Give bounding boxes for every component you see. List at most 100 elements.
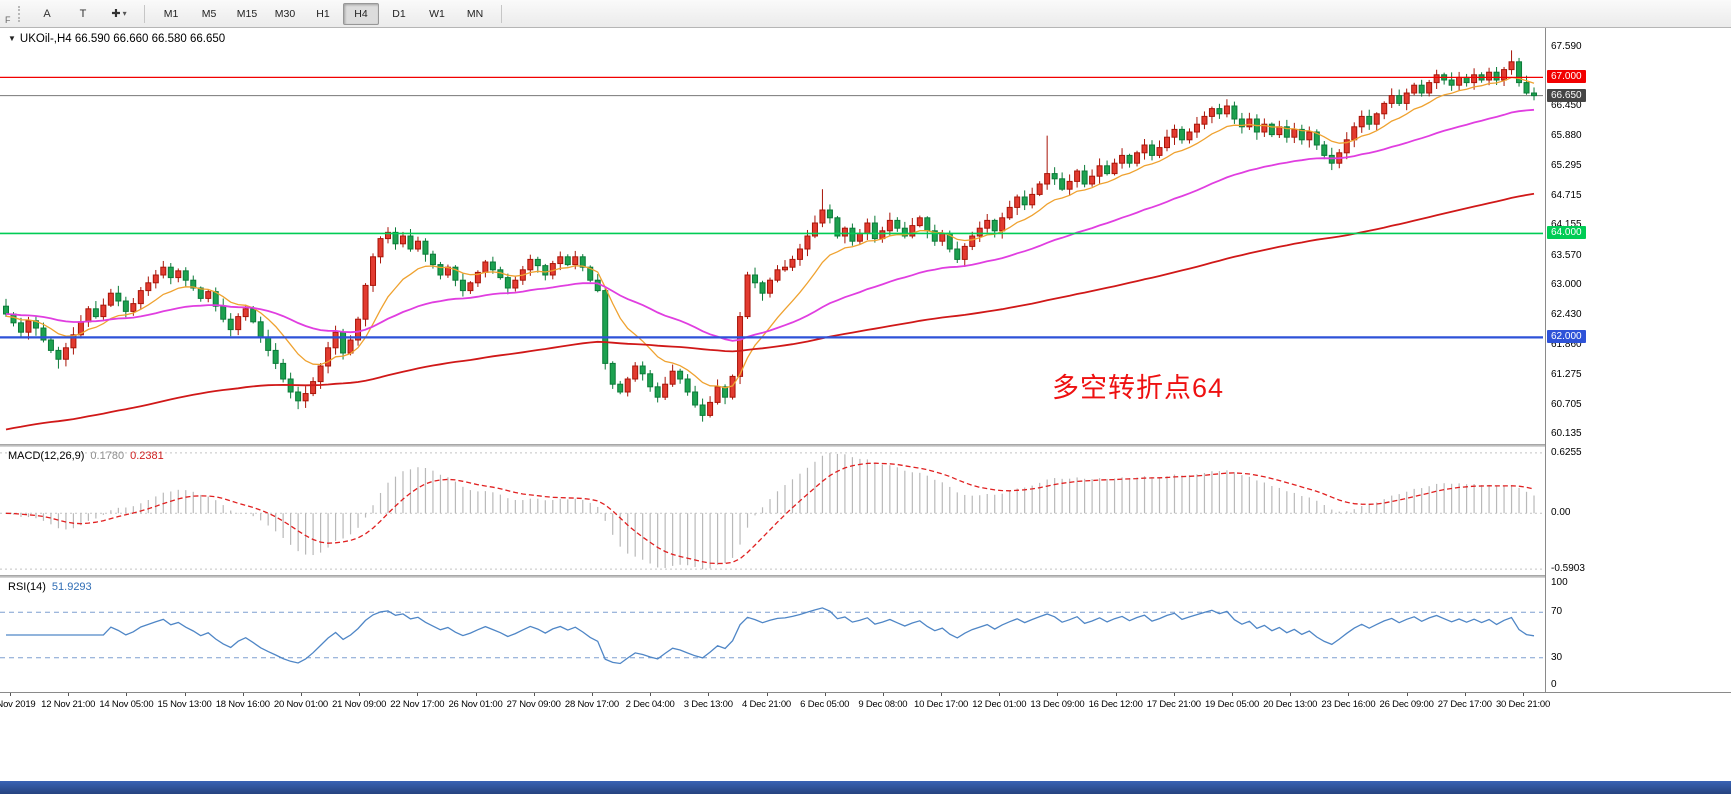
time-axis-label: 6 Dec 05:00 [800, 699, 850, 710]
tool-button-group: A T ✚ ▾ [29, 3, 137, 25]
macd-axis-label: 0.00 [1551, 507, 1571, 519]
pointer-tool-button[interactable]: A [43, 7, 51, 20]
rsi-axis-label: 100 [1551, 577, 1568, 588]
macd-main-value: 0.1780 [90, 450, 125, 462]
rsi-panel[interactable] [0, 578, 1545, 692]
time-axis-label: 19 Dec 05:00 [1204, 699, 1260, 710]
time-axis-label: 15 Nov 13:00 [157, 699, 212, 710]
price-tick-label: 65.295 [1551, 160, 1582, 172]
time-axis-tick [766, 693, 768, 696]
time-axis-tick [184, 693, 186, 696]
macd-signal-value: 0.2381 [130, 450, 164, 462]
time-axis-tick [650, 693, 652, 696]
time-axis-label: 12 Nov 21:00 [41, 699, 96, 710]
chart-title: ▼ UKOil-,H4 66.590 66.660 66.580 66.650 [8, 33, 226, 45]
time-axis-label: 27 Nov 09:00 [506, 699, 561, 710]
chart-annotation: 多空转折点64 [1052, 373, 1225, 403]
toolbar-separator [144, 4, 145, 23]
toolbar-drag-handle[interactable] [18, 5, 23, 22]
price-chart-svg[interactable] [0, 28, 1545, 444]
time-axis-label: 26 Dec 09:00 [1379, 699, 1434, 710]
panel-splitter[interactable] [0, 444, 1731, 447]
macd-axis-label: 0.6255 [1551, 446, 1582, 458]
time-axis-tick [591, 693, 593, 696]
time-axis-label: 18 Nov 16:00 [215, 699, 270, 710]
price-tick-label: 65.880 [1551, 129, 1582, 141]
price-tick-label: 60.705 [1551, 398, 1582, 410]
time-axis-label: 22 Nov 17:00 [390, 699, 445, 710]
timeframe-button-w1[interactable]: W1 [429, 7, 445, 20]
timeframe-button-group: M1 M5 M15 M30 H1 H4 D1 W1 MN [152, 2, 494, 25]
time-axis-tick [533, 693, 535, 696]
axis-separator [1545, 28, 1546, 716]
price-tick-label: 64.155 [1551, 219, 1582, 231]
timeframe-button-h4[interactable]: H4 [343, 2, 379, 25]
time-axis-tick [1290, 693, 1292, 696]
time-axis-label: 21 Nov 09:00 [332, 699, 387, 710]
taskbar [0, 781, 1731, 794]
price-tick-label: 63.000 [1551, 279, 1582, 291]
time-axis-tick [941, 693, 943, 696]
price-tick-label: 61.860 [1551, 338, 1582, 350]
toolbar-corner-label: F [5, 15, 11, 25]
macd-label: MACD(12,26,9) 0.1780 0.2381 [8, 450, 164, 462]
time-axis-label: 9 Dec 08:00 [858, 699, 908, 710]
time-axis-tick [359, 693, 361, 696]
collapse-indicator-icon: ▼ [8, 34, 16, 43]
timeframe-button-m1[interactable]: M1 [163, 7, 179, 20]
time-axis-label: 14 Nov 05:00 [99, 699, 154, 710]
text-tool-button[interactable]: T [79, 7, 87, 20]
macd-panel[interactable] [0, 447, 1545, 575]
time-axis-label: 13 Dec 09:00 [1030, 699, 1085, 710]
price-chart-panel[interactable] [0, 28, 1545, 444]
panel-splitter[interactable] [0, 575, 1731, 578]
time-axis-label: 30 Dec 21:00 [1495, 699, 1551, 710]
timeframe-button-m15[interactable]: M15 [236, 7, 258, 20]
time-axis-label: 23 Dec 16:00 [1321, 699, 1376, 710]
hline-badge: 67.000 [1547, 70, 1586, 84]
time-axis-tick [475, 693, 477, 696]
price-tick-label: 62.430 [1551, 309, 1582, 321]
time-axis-label: 28 Nov 17:00 [564, 699, 619, 710]
time-axis-tick [242, 693, 244, 696]
window-lower-area [0, 716, 1731, 781]
time-axis-label: 12 Dec 01:00 [972, 699, 1027, 710]
time-axis-tick [1348, 693, 1350, 696]
time-axis-tick [1406, 693, 1408, 696]
rsi-label: RSI(14) 51.9293 [8, 581, 92, 593]
time-axis-tick [1115, 693, 1117, 696]
time-axis-tick [1464, 693, 1466, 696]
price-tick-label: 66.450 [1551, 100, 1582, 111]
time-axis-tick [1057, 693, 1059, 696]
time-axis-tick [824, 693, 826, 696]
rsi-chart-svg[interactable] [0, 578, 1545, 692]
toolbar-separator [501, 4, 502, 23]
time-axis-tick [1173, 693, 1175, 696]
crosshair-tool-button[interactable]: ✚ ▾ [111, 8, 127, 20]
last-price-badge: 66.650 [1547, 88, 1586, 102]
timeframe-button-mn[interactable]: MN [466, 7, 484, 20]
timeframe-button-d1[interactable]: D1 [392, 7, 406, 20]
timeframe-button-h1[interactable]: H1 [316, 7, 330, 20]
time-axis-label: 3 Dec 13:00 [683, 699, 733, 710]
price-axis[interactable]: 67.590 66.450 65.880 65.295 64.715 64.155 63.5… [1546, 28, 1731, 716]
hline-badge: 64.000 [1547, 226, 1586, 240]
time-axis-label: 26 Nov 01:00 [448, 699, 503, 710]
time-axis-label: 11 Nov 2019 [0, 699, 36, 710]
time-axis-tick [1523, 693, 1524, 696]
time-axis-tick [999, 693, 1001, 696]
time-axis-label: 20 Nov 01:00 [273, 699, 329, 710]
time-axis-label: 4 Dec 21:00 [741, 699, 792, 710]
time-axis-label: 27 Dec 17:00 [1437, 699, 1492, 710]
macd-chart-svg[interactable] [0, 447, 1545, 575]
timeframe-button-m30[interactable]: M30 [274, 7, 296, 20]
time-axis-tick [10, 693, 11, 696]
time-axis-tick [126, 693, 128, 696]
toolbar: F A T ✚ ▾ M1 M5 M15 M30 H1 H4 D1 W1 MN [0, 0, 1731, 28]
price-tick-label: 60.135 [1551, 428, 1582, 440]
timeframe-button-m5[interactable]: M5 [201, 7, 217, 20]
time-axis-tick [68, 693, 70, 696]
time-axis-label: 10 Dec 17:00 [914, 699, 969, 710]
